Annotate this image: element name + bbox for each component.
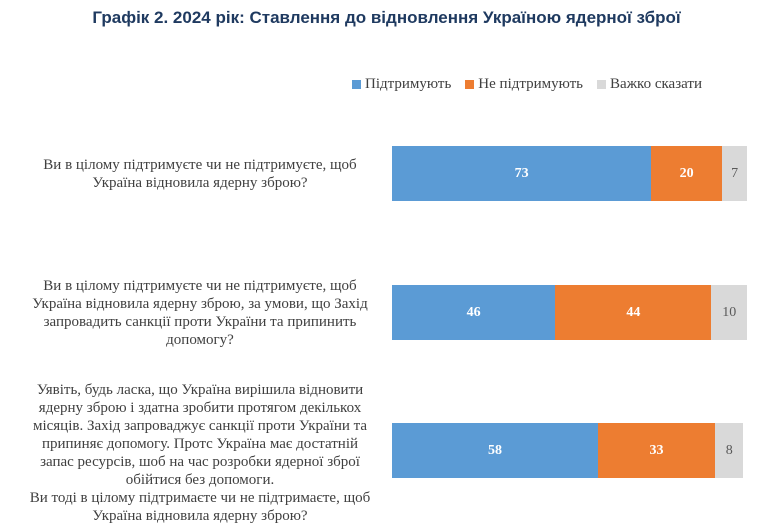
legend-item-hard-to-say: Важко сказати [597, 76, 702, 93]
legend-item-support: Підтримують [352, 76, 451, 93]
legend-label-hard-to-say: Важко сказати [610, 75, 702, 92]
bar-segment-hard-to-say: 10 [711, 285, 747, 340]
question-label-3: Уявіть, будь ласка, що Україна вирішила … [29, 382, 371, 524]
legend-label-support: Підтримують [365, 75, 452, 92]
question-label-2: Ви в цілому підтримуєте чи не підтримуєт… [32, 278, 368, 348]
bar-segment-oppose: 44 [555, 285, 712, 340]
legend-item-oppose: Не підтримують [465, 76, 583, 93]
legend-swatch-support [352, 79, 361, 89]
question-label-1: Ви в цілому підтримуєте чи не підтримуєт… [43, 157, 357, 191]
legend-swatch-oppose [465, 79, 475, 89]
legend-label-oppose: Не підтримують [478, 75, 584, 92]
bar-row-3: 58 33 8 [392, 423, 747, 478]
legend-swatch-hard-to-say [597, 79, 607, 89]
chart-legend: Підтримують Не підтримують Важко сказати [352, 75, 752, 93]
bar-segment-oppose: 20 [651, 146, 723, 201]
bar-row-2: 46 44 10 [392, 285, 747, 340]
bar-segment-hard-to-say: 7 [722, 146, 747, 201]
chart-title: Графік 2. 2024 рік: Ставлення до відновл… [92, 8, 681, 27]
bar-row-1: 73 20 7 [392, 146, 747, 201]
bar-segment-support: 58 [392, 423, 598, 478]
bar-segment-support: 46 [392, 285, 556, 340]
bar-segment-support: 73 [392, 146, 652, 201]
bar-segment-oppose: 33 [597, 423, 716, 478]
bar-segment-hard-to-say: 8 [715, 423, 744, 478]
